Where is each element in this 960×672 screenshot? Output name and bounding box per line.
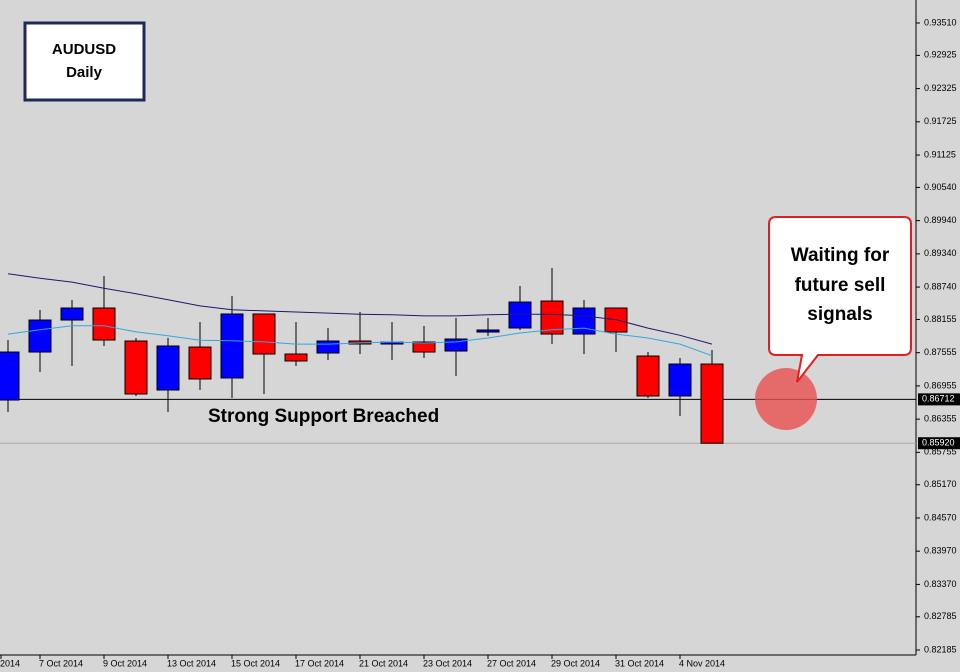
- candle-body: [156, 345, 180, 391]
- title-box: [23, 21, 146, 102]
- candle-body: [476, 329, 500, 333]
- y-tick-label: 0.89340: [924, 248, 957, 258]
- candle-body: [28, 319, 52, 353]
- x-tick-label: 31 Oct 2014: [615, 658, 664, 668]
- callout-line: Waiting for: [791, 245, 890, 266]
- x-tick-label: 9 Oct 2014: [103, 658, 147, 668]
- highlight-circle: [755, 368, 817, 430]
- candle-body: [700, 363, 724, 444]
- y-tick-label: 0.82185: [924, 644, 957, 654]
- candle-body: [284, 353, 308, 362]
- timeframe: Daily: [66, 64, 103, 81]
- y-tick-label: 0.85170: [924, 479, 957, 489]
- price-label: 0.86712: [922, 394, 955, 404]
- y-tick-label: 0.90540: [924, 182, 957, 192]
- annotation: Strong Support Breached: [208, 406, 439, 427]
- x-tick-label: 27 Oct 2014: [487, 658, 536, 668]
- x-tick-label: 21 Oct 2014: [359, 658, 408, 668]
- candle-body: [668, 363, 692, 397]
- y-tick-label: 0.92925: [924, 50, 957, 60]
- y-tick-label: 0.89940: [924, 215, 957, 225]
- price-box: [918, 437, 960, 450]
- x-tick-label: 13 Oct 2014: [167, 658, 216, 668]
- x-tick-label: 4 Nov 2014: [679, 658, 725, 668]
- x-tick-label: 29 Oct 2014: [551, 658, 600, 668]
- x-tick-label: 23 Oct 2014: [423, 658, 472, 668]
- y-tick-label: 0.83970: [924, 546, 957, 556]
- candle-body: [540, 300, 564, 335]
- y-tick-label: 0.86955: [924, 380, 957, 390]
- x-tick-label: 17 Oct 2014: [295, 658, 344, 668]
- candle-body: [0, 351, 20, 401]
- y-tick-label: 0.82785: [924, 611, 957, 621]
- y-tick-label: 0.86355: [924, 414, 957, 424]
- y-tick-label: 0.84570: [924, 512, 957, 522]
- candle-body: [252, 313, 276, 355]
- y-tick-label: 0.93510: [924, 17, 957, 27]
- x-tick-label: 15 Oct 2014: [231, 658, 280, 668]
- y-tick-label: 0.88740: [924, 281, 957, 291]
- candle-body: [92, 307, 116, 341]
- candle-body: [572, 307, 596, 335]
- y-tick-label: 0.88155: [924, 314, 957, 324]
- candle-body: [60, 307, 84, 321]
- callout-bubble: [768, 216, 912, 383]
- y-tick-label: 0.91125: [924, 149, 956, 159]
- y-tick-label: 0.87555: [924, 347, 957, 357]
- price-box: [918, 393, 960, 406]
- x-tick-label: 7 Oct 2014: [39, 658, 83, 668]
- moving-average: [7, 273, 713, 345]
- candle-body: [412, 341, 436, 353]
- candle-body: [636, 355, 660, 397]
- y-tick-label: 0.92325: [924, 83, 957, 93]
- price-label: 0.85920: [922, 438, 955, 448]
- candle-body: [508, 301, 532, 329]
- candle-body: [188, 346, 212, 380]
- candle-body: [220, 313, 244, 379]
- symbol: AUDUSD: [52, 41, 116, 58]
- candle-body: [316, 340, 340, 354]
- y-tick-label: 0.85755: [924, 447, 957, 457]
- y-tick-label: 0.83370: [924, 579, 957, 589]
- moving-average: [7, 325, 713, 357]
- callout-line: future sell: [795, 275, 886, 296]
- callout-line: signals: [807, 304, 872, 325]
- candle-body: [124, 340, 148, 395]
- y-tick-label: 0.91725: [924, 116, 957, 126]
- x-tick-label: 2014: [0, 658, 20, 668]
